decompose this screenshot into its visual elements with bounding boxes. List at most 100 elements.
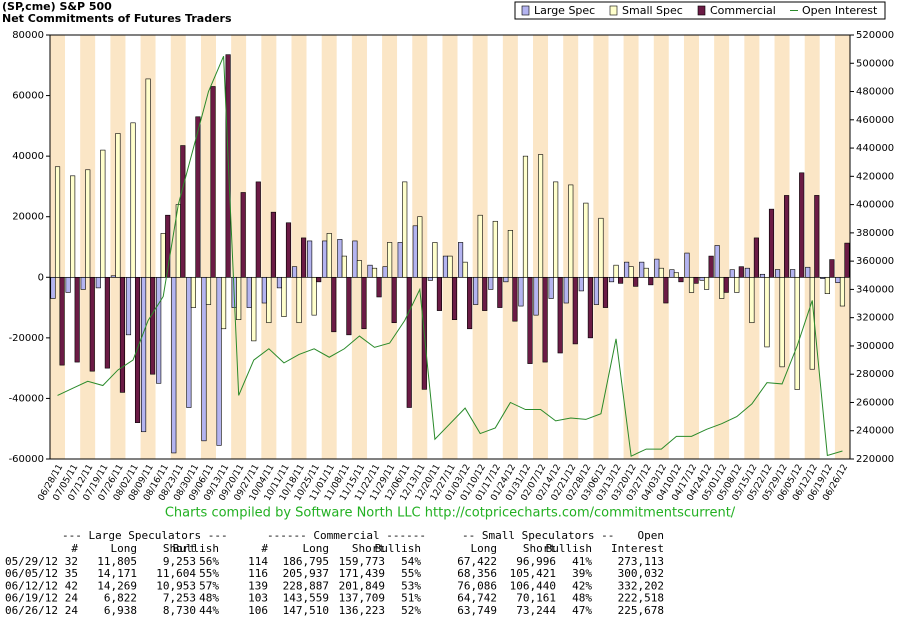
table-column-header: Short xyxy=(352,542,385,555)
y2-tick-label: 440000 xyxy=(856,143,894,154)
bar xyxy=(467,276,473,330)
y2-tick-label: 360000 xyxy=(856,256,894,267)
table-cell: 332,202 xyxy=(618,579,664,592)
table-column-header: Bullish xyxy=(375,542,421,555)
table-cell: 14,171 xyxy=(97,567,137,580)
table-cell: 6,822 xyxy=(104,592,137,605)
bar xyxy=(281,276,287,317)
week-stripe xyxy=(442,35,458,459)
bar xyxy=(270,211,276,278)
bar xyxy=(613,264,619,278)
table-cell: 73,244 xyxy=(516,604,556,617)
bar xyxy=(618,276,624,284)
table-cell: 67,422 xyxy=(457,555,497,568)
bar xyxy=(417,216,423,278)
table-cell: 228,887 xyxy=(283,579,329,592)
table-cell: 11,805 xyxy=(97,555,137,568)
bar xyxy=(805,266,811,278)
bar xyxy=(462,261,468,278)
table-column-header: # xyxy=(71,542,78,555)
bar xyxy=(387,242,393,278)
table-cell: 06/19/12 xyxy=(5,592,58,605)
y2-tick-label: 220000 xyxy=(856,454,894,465)
table-cell: 225,678 xyxy=(618,604,664,617)
bar xyxy=(844,242,850,278)
y2-tick-label: 300000 xyxy=(856,341,894,352)
bar xyxy=(255,181,261,278)
bar xyxy=(406,276,412,408)
bar xyxy=(553,181,559,278)
table-cell: 05/29/12 xyxy=(5,555,58,568)
bar xyxy=(473,276,479,305)
y2-tick-label: 260000 xyxy=(856,397,894,408)
table-column-header: Bullish xyxy=(173,542,219,555)
bar xyxy=(779,276,785,368)
bar xyxy=(186,276,192,408)
bar xyxy=(790,269,796,278)
week-stripe xyxy=(276,35,292,459)
bar xyxy=(563,276,569,304)
table-cell: 186,795 xyxy=(283,555,329,568)
bar xyxy=(639,261,645,278)
table-cell: 39% xyxy=(572,567,592,580)
table-cell: 159,773 xyxy=(339,555,385,568)
bar xyxy=(216,276,222,446)
bar xyxy=(503,276,509,283)
bar xyxy=(643,267,649,278)
bar xyxy=(119,276,126,393)
table-cell: 35 xyxy=(65,567,78,580)
week-stripe xyxy=(714,35,730,459)
bar xyxy=(602,276,609,308)
bar xyxy=(648,276,654,286)
bar xyxy=(95,276,101,289)
table-cell: 114 xyxy=(248,555,268,568)
week-stripe xyxy=(306,35,322,459)
table-cell: 137,709 xyxy=(339,592,385,605)
bar xyxy=(50,276,56,299)
y2-tick-label: 380000 xyxy=(856,228,894,239)
table-cell: 51% xyxy=(401,592,421,605)
footer-credit: Charts compiled by Software North LLC ht… xyxy=(165,506,736,521)
table-cell: 136,223 xyxy=(339,604,385,617)
bar xyxy=(74,276,80,363)
table-cell: 63,749 xyxy=(457,604,497,617)
bar xyxy=(764,276,770,348)
legend-label: Large Spec xyxy=(534,4,595,17)
week-stripe xyxy=(351,35,367,459)
bar xyxy=(59,276,65,366)
week-stripe xyxy=(834,35,850,459)
bar xyxy=(497,276,503,308)
bar xyxy=(583,202,589,278)
table-cell: 201,849 xyxy=(339,579,385,592)
legend-label: Small Spec xyxy=(622,4,683,17)
bar xyxy=(522,155,529,278)
bar xyxy=(738,266,744,278)
bar xyxy=(839,276,846,307)
bar xyxy=(180,145,186,278)
table-cell: 48% xyxy=(572,592,592,605)
table-cell: 42 xyxy=(65,579,78,592)
week-stripe xyxy=(638,35,654,459)
y2-tick-label: 340000 xyxy=(856,284,894,295)
table-cell: 68,356 xyxy=(457,567,497,580)
bar xyxy=(432,242,438,278)
y2-tick-label: 420000 xyxy=(856,171,894,182)
table-column-header: Long xyxy=(111,542,138,555)
bar xyxy=(699,276,705,281)
table-cell: 10,953 xyxy=(156,579,196,592)
table-cell: 106 xyxy=(248,604,268,617)
table-cell: 47% xyxy=(572,604,592,617)
bar xyxy=(291,266,298,278)
bar xyxy=(708,255,714,278)
bar xyxy=(361,276,367,330)
bar xyxy=(70,175,76,278)
week-stripe xyxy=(231,35,247,459)
table-cell: 222,518 xyxy=(618,592,664,605)
bar xyxy=(397,242,403,278)
bar xyxy=(54,166,61,278)
y-tick-label: 80000 xyxy=(12,30,44,41)
bar xyxy=(436,276,442,311)
bar xyxy=(663,276,669,304)
bar xyxy=(578,276,584,292)
bar xyxy=(391,276,397,324)
